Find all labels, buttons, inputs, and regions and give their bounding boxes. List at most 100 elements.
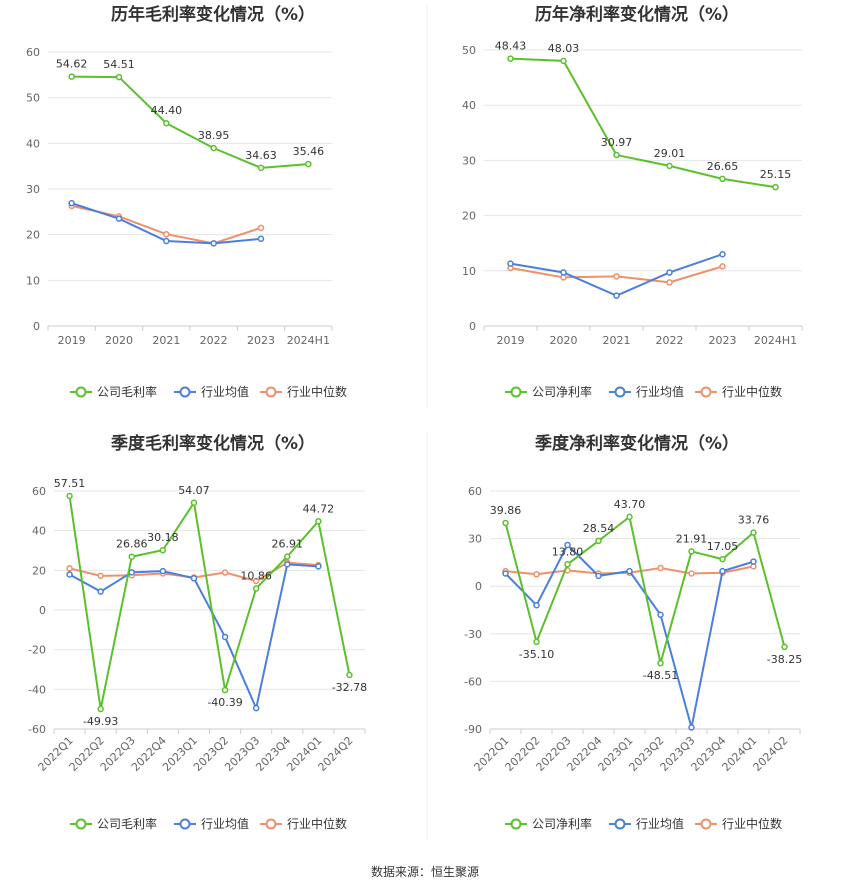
x-tick-label: 2024H1 bbox=[754, 334, 797, 347]
data-label: 44.40 bbox=[151, 104, 183, 117]
data-label: 44.72 bbox=[303, 502, 335, 515]
data-point-industry_median bbox=[66, 565, 73, 572]
y-tick-label: 0 bbox=[33, 320, 40, 333]
data-point-industry_avg bbox=[719, 567, 726, 575]
x-tick-label: 2019 bbox=[497, 334, 525, 347]
data-point-industry_median bbox=[613, 273, 620, 280]
data-point-company bbox=[781, 643, 788, 651]
y-tick-label: 10 bbox=[26, 274, 40, 287]
data-point-industry_median bbox=[252, 577, 260, 585]
data-point-industry_avg bbox=[257, 235, 265, 243]
data-label: 35.46 bbox=[293, 145, 325, 158]
series-industry_avg bbox=[502, 541, 757, 731]
data-point-industry_avg bbox=[163, 237, 170, 245]
data-point-company bbox=[210, 144, 217, 152]
y-tick-label: -90 bbox=[464, 723, 482, 736]
y-tick-label: -60 bbox=[28, 723, 46, 736]
data-point-company bbox=[128, 553, 135, 560]
data-point-company bbox=[772, 183, 779, 191]
data-point-company bbox=[97, 705, 104, 713]
legend-item-company[interactable]: 公司净利率 bbox=[505, 384, 592, 399]
x-tick-label: 2020 bbox=[550, 334, 578, 347]
legend-item-industry_avg[interactable]: 行业均值 bbox=[174, 384, 249, 399]
data-point-company bbox=[595, 537, 602, 545]
legend-label: 行业均值 bbox=[201, 816, 249, 831]
y-tick-label: 30 bbox=[462, 154, 476, 167]
data-label: -32.78 bbox=[332, 681, 367, 694]
data-label: 26.65 bbox=[707, 160, 739, 173]
data-point-industry_avg bbox=[210, 240, 217, 247]
data-point-company bbox=[507, 55, 514, 62]
y-tick-label: 40 bbox=[462, 99, 476, 112]
legend-item-industry_median[interactable]: 行业中位数 bbox=[260, 816, 347, 831]
data-point-industry_avg bbox=[284, 561, 291, 568]
y-tick-label: -60 bbox=[464, 675, 482, 688]
data-label: 57.51 bbox=[54, 477, 86, 490]
legend-label: 公司净利率 bbox=[532, 816, 592, 831]
legend-item-company[interactable]: 公司净利率 bbox=[505, 816, 592, 831]
legend-item-company[interactable]: 公司毛利率 bbox=[70, 816, 157, 831]
data-label: 34.63 bbox=[245, 149, 277, 162]
chart-title: 历年净利率变化情况（%） bbox=[535, 4, 739, 25]
data-label: 29.01 bbox=[654, 147, 686, 160]
data-label: 43.70 bbox=[614, 498, 646, 511]
data-label: 17.05 bbox=[707, 540, 739, 553]
data-point-company bbox=[190, 499, 198, 507]
data-point-industry_median bbox=[719, 263, 726, 270]
data-point-industry_avg bbox=[252, 704, 260, 712]
data-label: 30.18 bbox=[147, 531, 179, 544]
x-tick-label: 2023 bbox=[247, 334, 275, 347]
chart-panel-3: 季度毛利率变化情况（%）-60-40-2002040602022Q12022Q2… bbox=[28, 433, 367, 831]
chart-title: 季度毛利率变化情况（%） bbox=[111, 433, 315, 454]
chart-legend[interactable]: 公司毛利率 行业均值 行业中位数 bbox=[70, 816, 347, 831]
data-point-industry_median bbox=[533, 571, 540, 578]
y-tick-label: 60 bbox=[26, 46, 40, 59]
legend-label: 公司毛利率 bbox=[97, 384, 157, 399]
data-point-industry_avg bbox=[626, 567, 633, 575]
y-tick-label: 0 bbox=[39, 604, 46, 617]
series-company: 48.43 48.03 30.97 29.01 26.65 25.15 bbox=[495, 40, 792, 191]
legend-item-industry_median[interactable]: 行业中位数 bbox=[695, 816, 782, 831]
chart-legend[interactable]: 公司毛利率 行业均值 行业中位数 bbox=[70, 384, 347, 399]
y-tick-label: 50 bbox=[26, 92, 40, 105]
data-point-company bbox=[252, 585, 260, 592]
series-industry_avg bbox=[68, 199, 265, 247]
legend-item-company[interactable]: 公司毛利率 bbox=[70, 384, 157, 399]
y-tick-label: -40 bbox=[28, 683, 46, 696]
data-point-company bbox=[657, 659, 664, 667]
legend-item-industry_avg[interactable]: 行业均值 bbox=[609, 384, 684, 399]
data-label: 54.07 bbox=[178, 484, 210, 497]
data-point-company bbox=[163, 119, 170, 127]
series-line-company bbox=[68, 495, 351, 710]
legend-item-industry_avg[interactable]: 行业均值 bbox=[609, 816, 684, 831]
y-tick-label: 30 bbox=[468, 533, 482, 546]
data-label: 21.91 bbox=[676, 532, 708, 545]
legend-label: 行业均值 bbox=[201, 384, 249, 399]
data-point-industry_avg bbox=[719, 250, 726, 258]
data-point-industry_avg bbox=[750, 558, 757, 565]
y-tick-label: 20 bbox=[26, 229, 40, 242]
data-point-company bbox=[221, 686, 229, 694]
legend-item-industry_avg[interactable]: 行业均值 bbox=[174, 816, 249, 831]
y-tick-label: 60 bbox=[468, 485, 482, 498]
data-label: 25.15 bbox=[760, 168, 792, 181]
legend-dot-marker bbox=[179, 386, 191, 398]
data-point-company bbox=[564, 561, 571, 568]
data-label: 39.86 bbox=[490, 504, 522, 517]
data-point-company bbox=[750, 529, 757, 536]
data-label: 10.86 bbox=[240, 569, 272, 582]
series-company: 54.62 54.51 44.40 38.95 34.63 35.46 bbox=[56, 58, 325, 172]
data-point-industry_avg bbox=[507, 260, 514, 267]
chart-legend[interactable]: 公司净利率 行业均值 行业中位数 bbox=[505, 384, 782, 399]
x-tick-label: 2021 bbox=[603, 334, 631, 347]
legend-dot-marker bbox=[179, 818, 191, 830]
legend-item-industry_median[interactable]: 行业中位数 bbox=[260, 384, 347, 399]
y-tick-label: 60 bbox=[32, 485, 46, 498]
data-point-company bbox=[257, 164, 265, 172]
legend-item-industry_median[interactable]: 行业中位数 bbox=[695, 384, 782, 399]
data-label: -49.93 bbox=[83, 715, 118, 728]
x-tick-label: 2022 bbox=[656, 334, 684, 347]
data-point-company bbox=[315, 518, 322, 525]
chart-legend[interactable]: 公司净利率 行业均值 行业中位数 bbox=[505, 816, 782, 831]
